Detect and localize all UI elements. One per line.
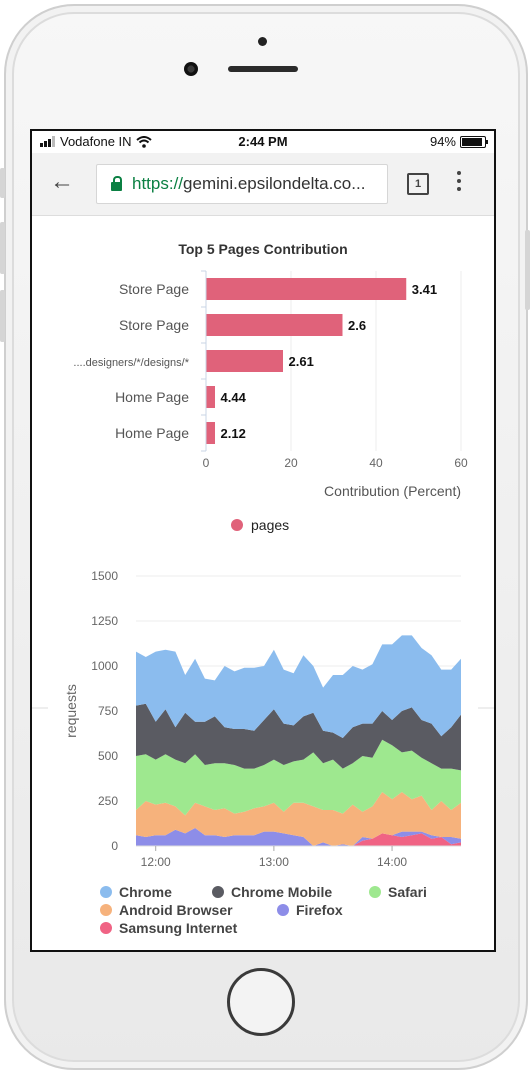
legend-label-pages[interactable]: pages <box>251 517 289 533</box>
area-y-tick-label: 500 <box>98 749 118 763</box>
earpiece-speaker <box>228 66 298 72</box>
legend-swatch-android-browser[interactable] <box>100 904 112 916</box>
tab-switcher-button[interactable]: 1 <box>407 173 429 195</box>
area-series-safari[interactable] <box>136 739 461 816</box>
area-series-chrome-mobile[interactable] <box>136 703 461 771</box>
area-y-tick-label: 1000 <box>91 659 118 673</box>
area-y-tick-label: 1500 <box>91 569 118 583</box>
bar-x-tick-label: 40 <box>369 456 383 470</box>
area-series-samsung-internet[interactable] <box>136 833 461 846</box>
area-y-tick-label: 1250 <box>91 614 118 628</box>
status-left: Vodafone IN <box>40 134 152 149</box>
area-x-tick-label: 13:00 <box>259 855 289 869</box>
volume-up-button <box>0 222 5 274</box>
area-series-firefox[interactable] <box>136 828 461 846</box>
mute-switch <box>0 168 5 198</box>
area-x-tick-label: 12:00 <box>141 855 171 869</box>
legend-swatch-samsung-internet[interactable] <box>100 922 112 934</box>
battery-icon <box>460 135 488 148</box>
menu-icon[interactable] <box>456 171 462 195</box>
area-series-android-browser[interactable] <box>136 792 461 846</box>
url-scheme: https:// <box>132 174 184 193</box>
home-button[interactable] <box>227 968 295 1036</box>
area-series-chrome[interactable] <box>136 635 461 738</box>
lock-icon <box>111 175 122 191</box>
bar-x-tick-label: 0 <box>203 456 210 470</box>
browser-toolbar: ← https:// gemini.epsilondelta.co... 1 <box>32 153 494 216</box>
bar[interactable] <box>206 350 284 372</box>
bar-category-label: ....designers/*/designs/* <box>73 357 189 369</box>
battery-percent: 94% <box>429 134 456 149</box>
phone-screen: Vodafone IN 2:44 PM 94% ← https:// gemin… <box>30 129 496 952</box>
legend-swatch-firefox[interactable] <box>277 904 289 916</box>
area-y-tick-label: 250 <box>98 794 118 808</box>
bar[interactable] <box>206 386 216 408</box>
area-y-tick-label: 750 <box>98 704 118 718</box>
bar-value-label: 2.6 <box>348 318 366 333</box>
legend-label-android-browser[interactable]: Android Browser <box>119 902 233 918</box>
carrier-name: Vodafone IN <box>60 134 132 149</box>
back-arrow-icon[interactable]: ← <box>50 168 74 195</box>
bar-category-label: Store Page <box>119 317 189 333</box>
legend-swatch-chrome-mobile[interactable] <box>212 886 224 898</box>
bar[interactable] <box>206 314 343 336</box>
area-y-axis-title: requests <box>63 684 79 738</box>
power-button <box>525 230 530 310</box>
bar-value-label: 4.44 <box>221 390 247 405</box>
area-x-tick-label: 14:00 <box>377 855 407 869</box>
legend-label-safari[interactable]: Safari <box>388 884 427 900</box>
chart-area: Top 5 Pages Contribution 0 20 40 60 Store Pag… <box>32 241 494 936</box>
wifi-icon <box>135 135 152 148</box>
proximity-sensor <box>258 37 267 46</box>
bar-chart-title: Top 5 Pages Contribution <box>178 241 347 257</box>
area-y-tick-label: 0 <box>111 839 118 853</box>
legend-swatch-safari[interactable] <box>369 886 381 898</box>
bar-category-label: Home Page <box>115 389 189 405</box>
bar[interactable] <box>206 422 216 444</box>
bar-value-label: 3.41 <box>412 282 437 297</box>
bar-x-axis-title: Contribution (Percent) <box>324 483 461 499</box>
front-camera-icon <box>184 62 198 76</box>
signal-icon <box>40 136 55 147</box>
url-text: gemini.epsilondelta.co... <box>183 174 366 193</box>
legend-swatch-chrome[interactable] <box>100 886 112 898</box>
bar-x-tick-label: 60 <box>454 456 468 470</box>
bar-x-tick-label: 20 <box>284 456 298 470</box>
status-right: 94% <box>429 134 488 149</box>
bar-category-label: Store Page <box>119 281 189 297</box>
status-bar: Vodafone IN 2:44 PM 94% <box>32 131 494 153</box>
legend-label-samsung-internet[interactable]: Samsung Internet <box>119 920 238 936</box>
bar[interactable] <box>206 278 407 300</box>
address-bar[interactable]: https:// gemini.epsilondelta.co... <box>96 164 388 204</box>
legend-label-chrome[interactable]: Chrome <box>119 884 172 900</box>
legend-label-chrome-mobile[interactable]: Chrome Mobile <box>231 884 332 900</box>
bar-value-label: 2.61 <box>289 354 314 369</box>
volume-down-button <box>0 290 5 342</box>
legend-label-firefox[interactable]: Firefox <box>296 902 343 918</box>
status-time: 2:44 PM <box>238 134 288 149</box>
bar-value-label: 2.12 <box>221 426 246 441</box>
legend-swatch-pages[interactable] <box>231 519 243 531</box>
bar-category-label: Home Page <box>115 425 189 441</box>
